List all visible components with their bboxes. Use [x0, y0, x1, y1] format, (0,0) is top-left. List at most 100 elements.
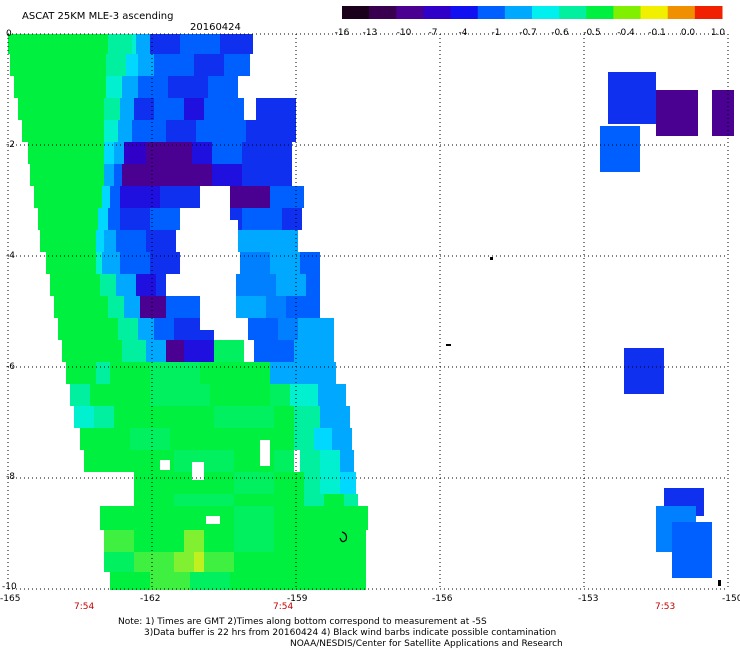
data-cell	[38, 208, 98, 230]
data-cell	[120, 98, 134, 120]
data-cell	[294, 406, 320, 428]
data-cell	[276, 274, 306, 296]
colorbar-label: -0.7	[519, 28, 537, 38]
colorbar-swatch	[396, 6, 424, 19]
data-cell	[656, 90, 698, 136]
data-cell	[96, 230, 104, 252]
data-cell	[166, 340, 184, 362]
colorbar-swatch	[694, 6, 723, 19]
grid-lines	[7, 33, 729, 590]
data-cell	[120, 186, 160, 208]
data-cell	[132, 34, 136, 54]
data-cell	[104, 230, 116, 252]
data-cell	[150, 384, 210, 406]
data-cell	[124, 296, 140, 318]
colorbar-swatch	[532, 6, 560, 19]
data-cell	[150, 362, 200, 384]
data-cell	[134, 552, 174, 572]
data-cell	[118, 120, 132, 142]
map-title: ASCAT 25KM MLE-3 ascending	[22, 11, 173, 22]
data-cell	[234, 506, 274, 530]
data-cell	[174, 552, 194, 572]
data-cell	[184, 530, 204, 552]
data-cell	[274, 450, 294, 472]
data-cell	[124, 142, 146, 164]
data-cell	[274, 472, 304, 494]
data-cell	[204, 552, 234, 572]
data-cell	[100, 274, 116, 296]
data-cell	[314, 506, 344, 530]
x-tick-label: -153	[578, 594, 598, 604]
data-gap	[260, 440, 270, 466]
data-cell	[120, 252, 150, 274]
data-cell	[14, 76, 106, 98]
data-cell	[132, 120, 166, 142]
data-cell	[290, 384, 318, 406]
colorbar-label: -10	[397, 28, 412, 38]
data-cell	[150, 252, 180, 274]
data-cell	[126, 54, 138, 76]
data-cell	[314, 530, 366, 552]
colorbar-label: -16	[335, 28, 350, 38]
x-tick-label: -150	[722, 594, 740, 604]
note-line: NOAA/NESDIS/Center for Satellite Applica…	[290, 639, 563, 649]
data-cell	[50, 274, 100, 296]
data-cell	[270, 384, 290, 406]
data-cell	[212, 164, 242, 186]
data-cell	[102, 252, 120, 274]
data-cell	[210, 384, 270, 406]
data-cell	[320, 472, 340, 494]
data-cell	[314, 552, 366, 572]
data-gap	[206, 516, 220, 524]
y-tick-label: -8	[6, 472, 15, 482]
data-cell	[74, 406, 94, 428]
data-cell	[242, 208, 282, 230]
data-cell	[138, 76, 168, 98]
data-cell	[108, 208, 120, 230]
data-cell	[274, 506, 314, 530]
data-cell	[10, 54, 106, 76]
y-tick-label: -10	[2, 582, 17, 592]
data-cell	[174, 506, 234, 530]
colorbar-label: -0.6	[551, 28, 569, 38]
wind-barb	[718, 580, 721, 586]
data-cell	[624, 348, 664, 394]
data-cell	[192, 142, 212, 164]
data-cell	[234, 552, 274, 572]
y-tick-label: 0	[6, 29, 12, 39]
data-cell	[114, 164, 122, 186]
data-cell	[110, 186, 120, 208]
data-layer	[8, 34, 734, 590]
data-cell	[90, 384, 110, 406]
colorbar-swatch	[586, 6, 614, 19]
data-cell	[150, 572, 190, 590]
colorbar-swatch	[423, 6, 452, 19]
x-tick-label: -162	[140, 594, 160, 604]
data-cell	[18, 98, 104, 120]
data-cell	[122, 340, 146, 362]
data-cell	[58, 318, 118, 340]
data-cell	[282, 208, 302, 230]
data-cell	[314, 428, 332, 450]
data-cell	[712, 90, 734, 136]
data-gap	[160, 460, 170, 470]
data-cell	[608, 72, 656, 124]
data-cell	[242, 164, 292, 186]
data-cell	[270, 186, 304, 208]
data-cell	[278, 318, 298, 340]
data-cell	[114, 142, 124, 164]
data-cell	[114, 406, 154, 428]
data-cell	[204, 530, 234, 552]
map-date: 20160424	[190, 22, 241, 33]
y-axis: 0 -2 -4 -6 -8 -10	[2, 29, 17, 592]
data-cell	[154, 98, 184, 120]
data-cell	[220, 34, 253, 54]
data-cell	[62, 340, 122, 362]
data-gap	[200, 290, 230, 330]
data-cell	[196, 120, 246, 142]
data-cell	[100, 506, 134, 530]
data-cell	[94, 406, 114, 428]
y-tick-label: -2	[6, 140, 15, 150]
data-cell	[154, 54, 194, 76]
data-cell	[274, 406, 294, 428]
